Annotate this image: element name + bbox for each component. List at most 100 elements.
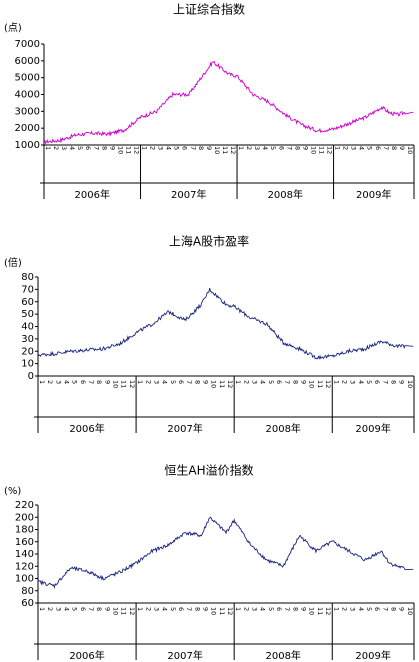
x-month-tick-label: 2 — [242, 607, 250, 611]
x-month-tick-label: 2 — [52, 146, 60, 150]
x-month-tick-label: 9 — [300, 607, 308, 611]
x-month-tick-label: 10 — [308, 380, 316, 388]
x-month-tick-label: 4 — [63, 607, 71, 611]
x-month-tick-label: 3 — [350, 146, 358, 150]
series-line — [37, 287, 414, 360]
x-month-tick-label: 3 — [251, 607, 259, 611]
x-month-tick-label: 10 — [213, 146, 221, 154]
x-year-label: 2008年 — [268, 188, 303, 201]
x-month-tick-label: 10 — [309, 146, 317, 154]
x-month-tick-label: 8 — [193, 607, 201, 611]
x-month-tick-label: 3 — [54, 380, 62, 384]
x-month-tick-label: 5 — [169, 380, 177, 384]
x-month-tick-label: 8 — [389, 607, 397, 611]
x-month-tick-label: 2 — [144, 607, 152, 611]
x-month-tick-label: 9 — [201, 607, 209, 611]
x-year-label: 2007年 — [171, 188, 206, 201]
x-month-tick-label: 6 — [275, 380, 283, 384]
y-tick-label: 80 — [21, 586, 34, 597]
x-month-tick-label: 11 — [316, 607, 324, 615]
x-year-label: 2006年 — [69, 422, 104, 435]
x-month-tick-label: 2 — [242, 380, 250, 384]
x-month-tick-label: 9 — [205, 146, 213, 150]
x-year-label: 2006年 — [69, 649, 104, 662]
x-month-tick-label: 7 — [87, 380, 95, 384]
y-tick-label: 7000 — [15, 39, 40, 50]
y-tick-label: 20 — [21, 346, 34, 357]
x-month-tick-label: 10 — [112, 607, 120, 615]
y-tick-label: 4000 — [15, 90, 40, 101]
chart-title: 上证综合指数 — [173, 2, 245, 17]
x-month-tick-label: 9 — [300, 380, 308, 384]
x-month-tick-label: 3 — [157, 146, 165, 150]
x-month-tick-label: 9 — [103, 607, 111, 611]
chart-title: 恒生AH溢价指数 — [164, 463, 253, 478]
x-month-tick-label: 11 — [120, 607, 128, 615]
x-month-tick-label: 1 — [141, 146, 149, 150]
x-year-label: 2008年 — [265, 649, 300, 662]
x-month-tick-label: 2 — [144, 380, 152, 384]
x-month-tick-label: 7 — [382, 146, 390, 150]
x-month-tick-label: 11 — [221, 146, 229, 154]
x-year-label: 2009年 — [355, 422, 390, 435]
x-month-tick-label: 1 — [332, 607, 340, 611]
x-month-tick-label: 6 — [84, 146, 92, 150]
x-month-tick-label: 1 — [234, 380, 242, 384]
y-tick-label: 180 — [15, 525, 34, 536]
x-month-tick-label: 5 — [76, 146, 84, 150]
y-tick-label: 10 — [21, 359, 34, 370]
x-month-tick-label: 6 — [374, 146, 382, 150]
y-unit-label: (%) — [4, 486, 21, 497]
y-tick-label: 160 — [15, 537, 34, 548]
x-month-tick-label: 9 — [201, 380, 209, 384]
x-month-tick-label: 3 — [60, 146, 68, 150]
x-month-tick-label: 2 — [245, 146, 253, 150]
x-month-tick-label: 6 — [177, 380, 185, 384]
x-month-tick-label: 12 — [229, 146, 237, 154]
x-month-tick-label: 6 — [181, 146, 189, 150]
y-tick-label: 220 — [15, 500, 34, 511]
x-month-tick-label: 10 — [116, 146, 124, 154]
x-month-tick-label: 8 — [389, 380, 397, 384]
x-month-tick-label: 5 — [71, 607, 79, 611]
x-month-tick-label: 1 — [136, 607, 144, 611]
x-month-tick-label: 1 — [332, 380, 340, 384]
x-month-tick-label: 4 — [68, 146, 76, 150]
x-month-tick-label: 5 — [365, 607, 373, 611]
x-month-tick-label: 10 — [406, 146, 414, 154]
x-month-tick-label: 2 — [149, 146, 157, 150]
y-tick-label: 50 — [21, 309, 34, 320]
x-month-tick-label: 1 — [237, 146, 245, 150]
x-month-tick-label: 4 — [63, 380, 71, 384]
chart-title: 上海A股市盈率 — [169, 234, 249, 249]
x-year-label: 2007年 — [167, 649, 202, 662]
x-month-tick-label: 10 — [112, 380, 120, 388]
x-month-tick-label: 8 — [291, 380, 299, 384]
x-month-tick-label: 5 — [269, 146, 277, 150]
x-month-tick-label: 5 — [173, 146, 181, 150]
x-month-tick-label: 4 — [161, 380, 169, 384]
x-month-tick-label: 12 — [326, 146, 334, 154]
x-month-tick-label: 3 — [54, 607, 62, 611]
x-month-tick-label: 5 — [267, 380, 275, 384]
x-month-tick-label: 4 — [259, 380, 267, 384]
y-tick-label: 5000 — [15, 73, 40, 84]
x-month-tick-label: 7 — [185, 380, 193, 384]
y-tick-label: 40 — [21, 322, 34, 333]
x-month-tick-label: 4 — [161, 607, 169, 611]
x-month-tick-label: 6 — [275, 607, 283, 611]
x-month-tick-label: 6 — [373, 380, 381, 384]
y-tick-label: 80 — [21, 272, 34, 283]
x-month-tick-label: 11 — [316, 380, 324, 388]
x-month-tick-label: 8 — [95, 380, 103, 384]
x-month-tick-label: 10 — [406, 380, 414, 388]
x-month-tick-label: 12 — [226, 380, 234, 388]
x-month-tick-label: 12 — [128, 380, 136, 388]
x-month-tick-label: 4 — [259, 607, 267, 611]
x-month-tick-label: 10 — [210, 380, 218, 388]
y-tick-label: 6000 — [15, 56, 40, 67]
x-year-label: 2008年 — [265, 422, 300, 435]
x-month-tick-label: 11 — [317, 146, 325, 154]
x-month-tick-label: 4 — [357, 380, 365, 384]
y-tick-label: 60 — [21, 598, 34, 609]
